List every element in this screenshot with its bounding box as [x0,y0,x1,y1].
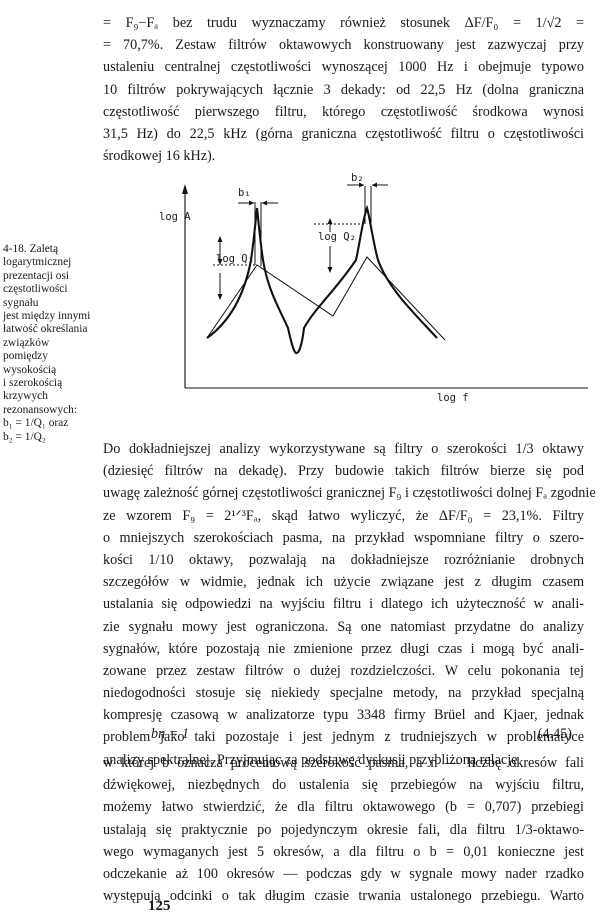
caption-line: 4-18. Zaletą [3,243,59,255]
equation-number: (4.45) [537,726,572,742]
text-line: możemy łatwo stwierdzić, że dla filtru o… [103,799,584,816]
text-line: wego wymaganych jest 5 okresów, a dla fi… [103,843,584,860]
caption-line: b₁ = 1/Q₁ oraz [3,417,69,430]
text-line: ustalania się odpowiedzi na wyjściu filt… [103,596,584,613]
asymptote-lines [206,256,446,341]
q2-arrowhead-top [327,218,333,224]
text-line: Do dokładniejszej analizy wykorzystywane… [103,441,584,457]
caption-line: wysokością [3,363,57,376]
x-axis-label: log f [437,392,469,404]
text-line: = F₉−Fₐ bez trudu wyznaczamy również sto… [103,15,584,31]
text-line: problem jako taki pozostaje i jest jedny… [103,729,584,746]
page-number: 125 [148,898,171,914]
equation-row: bn = 1 (4.45) [103,726,584,748]
text-line: uwagę zależność górnej częstotliwości gr… [103,485,596,502]
q1-arrowhead-bottom [217,259,223,265]
caption-line: i szerokością [3,377,63,390]
text-line: analizy spektralnej. Przyjmując za podst… [103,751,518,768]
q2-label: log Q₂ [318,231,356,243]
resonance-curve [206,204,438,355]
paragraph-octave-filters: = F₉−Fₐ bez trudu wyznaczamy również sto… [103,12,584,167]
text-line: (dziesięć filtrów na dekadę). Przy budow… [103,463,584,480]
text-line: występują odcinki o tak długim czasie tr… [103,888,584,905]
resonance-curves-figure: log A log f b₁ b₂ log Q₁ [159,172,588,404]
text-line: odczekanie aż 100 okresów — podczas gdy … [103,865,584,882]
q2-arrowhead-bottom [327,267,333,273]
q1-arrowhead-lower [217,294,223,300]
b1-arrowhead-left [249,200,254,206]
caption-line: rezonansowych: [3,403,78,416]
text-line: o mniejszych szerokościach pasma, na prz… [103,529,584,546]
text-line: szczegółów w widmie, jednak ich użycie z… [103,574,584,591]
text-line: zowane przez zestaw filtrów o dużej rozd… [103,662,584,679]
text-line: zie sygnału mowy jest ograniczona. Są on… [103,618,584,635]
text-line: sygnałów, które pozostają nie zmienione … [103,640,584,657]
text-line: 31,5 Hz) do 22,5 kHz (górna graniczna cz… [103,125,584,142]
text-line: = 70,7%. Zestaw filtrów oktawowych konst… [103,37,584,54]
caption-line: częstotliwości sygnału [3,283,68,309]
b1-label: b₁ [238,187,251,199]
b1-arrowhead-right [262,200,267,206]
paragraph-third-octave-filters: Do dokładniejszej analizy wykorzystywane… [103,438,596,771]
text-line: 10 filtrów pokrywających łącznie 3 dekad… [103,81,584,98]
text-line: kompresję czasową w analizatorze typu 33… [103,707,584,724]
b2-arrowhead-right [372,182,377,188]
figure-caption: 4-18. Zaletą logarytmicznej prezentacji … [3,243,95,444]
b2-arrowhead-left [359,182,364,188]
b2-label: b₂ [351,172,364,184]
caption-line: b₂ = 1/Q₂ [3,430,46,443]
q1-arrowhead-top [217,236,223,242]
y-axis-label: log A [159,211,191,223]
caption-line: krzywych [3,390,48,403]
caption-line: prezentacji osi [3,269,70,282]
equation-formula: bn = 1 [151,726,189,742]
text-line: ustalają się praktycznie po pojedynczym … [103,821,584,838]
text-line: niedogodności stosuje się niekiedy specj… [103,685,584,702]
text-line: w której b oznacza procentową szerokość … [103,755,584,771]
text-line: ustaleniu centralnej częstotliwości wyno… [103,59,584,76]
y-axis-arrow [182,184,188,194]
text-line: częstotliwość pierwszego filtru, którego… [103,103,584,120]
caption-line: jest między innymi [3,310,91,323]
text-line: dźwiękowej, niezbędnych do ustalenia się… [103,777,584,794]
text-line: ze wzorem F₉ = 2¹ᐟ³Fₐ, skąd łatwo wylicz… [103,507,584,524]
caption-line: logarytmicznej [3,256,72,269]
caption-line: związków pomiędzy [3,336,50,363]
text-line: środkowej 16 kHz). [103,148,216,165]
paragraph-settling-time: w której b oznacza procentową szerokość … [103,752,584,907]
q1-label: log Q₁ [216,253,254,265]
caption-line: łatwość określania [3,323,88,336]
text-line: kości 1/10 oktawy, pozwalają na dokładni… [103,551,584,568]
